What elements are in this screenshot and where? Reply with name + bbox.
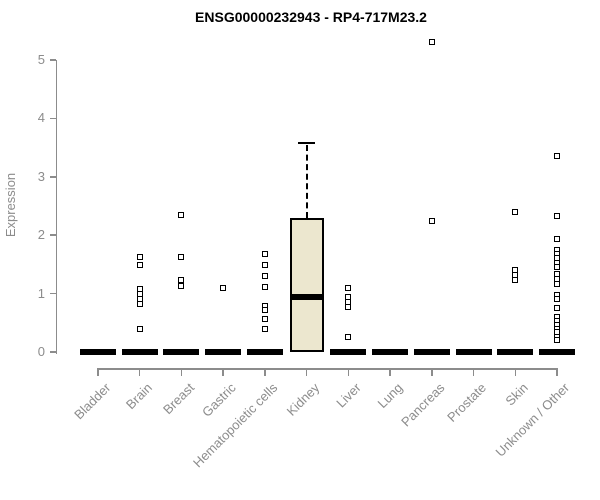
x-axis-category-label: Unknown / Other	[493, 380, 573, 460]
x-axis-category-label: Pancreas	[397, 380, 448, 430]
x-tick	[347, 369, 350, 376]
outlier-point	[220, 284, 227, 291]
x-axis-category-label: Lung	[374, 380, 406, 412]
outlier-point	[178, 283, 185, 289]
median-line	[246, 349, 283, 355]
x-axis-category-label: Liver	[333, 380, 364, 411]
median-line	[413, 349, 450, 355]
x-tick	[389, 369, 391, 376]
outlier-point	[178, 211, 185, 218]
x-axis-category-label: Bladder	[71, 380, 114, 423]
x-axis-category-label: Breast	[159, 380, 198, 418]
outlier-point	[554, 236, 560, 243]
outlier-point	[136, 300, 143, 307]
x-axis-category-label: Kidney	[283, 380, 323, 419]
median-line	[455, 349, 492, 355]
outlier-point	[261, 326, 268, 333]
x-tick	[180, 369, 183, 376]
median-line	[205, 349, 242, 355]
x-axis-line	[97, 368, 558, 370]
y-tick-label: 0	[37, 344, 45, 359]
median-line	[121, 349, 158, 355]
outlier-point	[554, 295, 560, 302]
outlier-point	[428, 38, 435, 45]
outlier-point	[554, 337, 560, 344]
x-axis-category-label: Prostate	[444, 380, 490, 425]
outlier-point	[512, 208, 519, 215]
y-tick-label: 2	[37, 227, 45, 243]
outlier-point	[345, 304, 352, 311]
outlier-point	[261, 250, 268, 257]
y-tick	[49, 292, 56, 295]
outlier-point	[136, 261, 143, 268]
outlier-point	[178, 277, 185, 284]
x-tick	[305, 369, 308, 376]
x-axis-category-label: Gastric	[199, 380, 239, 420]
y-tick	[49, 117, 56, 120]
y-tick	[49, 351, 56, 353]
outlier-point	[345, 284, 352, 291]
median-line	[330, 349, 367, 355]
median-line	[497, 349, 534, 355]
outlier-point	[554, 212, 560, 219]
x-tick	[556, 369, 558, 376]
whisker-cap	[298, 141, 316, 145]
y-tick-label: 1	[37, 285, 45, 301]
x-tick	[472, 369, 475, 376]
outlier-point	[512, 277, 519, 284]
y-tick	[49, 234, 56, 236]
x-tick	[264, 369, 266, 376]
y-tick	[49, 176, 56, 178]
outlier-point	[554, 263, 560, 270]
y-tick-label: 3	[37, 168, 45, 184]
x-axis-category-label: Brain	[123, 380, 156, 413]
whisker-line	[305, 144, 308, 219]
y-tick-label: 5	[37, 52, 45, 67]
outlier-point	[136, 326, 143, 333]
box	[289, 218, 324, 352]
outlier-point	[428, 218, 435, 225]
y-tick-label: 4	[37, 110, 45, 126]
outlier-point	[554, 152, 560, 159]
median-line	[289, 293, 324, 300]
median-line	[163, 349, 200, 355]
outlier-point	[261, 261, 268, 268]
x-tick	[514, 369, 517, 376]
x-tick	[138, 369, 141, 376]
y-axis-line	[55, 60, 57, 354]
outlier-point	[554, 281, 560, 288]
outlier-point	[178, 254, 185, 261]
median-line	[372, 349, 409, 355]
x-axis-category-label: Skin	[502, 380, 531, 409]
x-tick	[431, 369, 433, 376]
x-tick	[97, 369, 99, 376]
outlier-point	[261, 284, 268, 291]
outlier-point	[345, 333, 352, 340]
y-tick	[49, 59, 56, 61]
outlier-point	[261, 315, 268, 322]
median-line	[80, 349, 116, 355]
median-line	[539, 349, 575, 355]
chart-title: ENSG00000232943 - RP4-717M23.2	[195, 9, 427, 25]
outlier-point	[554, 305, 560, 312]
outlier-point	[261, 306, 268, 313]
outlier-point	[261, 273, 268, 280]
x-tick	[222, 369, 224, 376]
outlier-point	[136, 253, 143, 260]
